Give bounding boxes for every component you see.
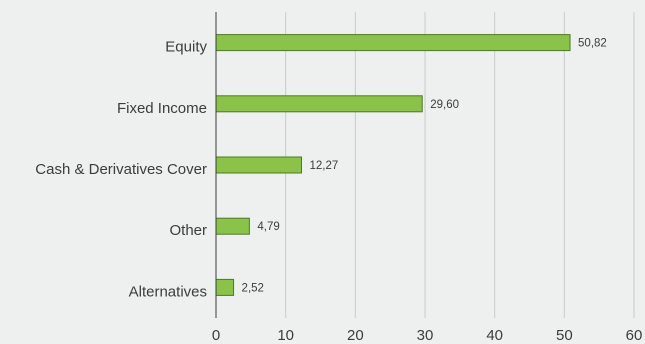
data-label: 4,79 [257,221,279,233]
bar-other [215,217,250,235]
bar-alternatives [215,278,235,296]
gridlines [285,12,635,318]
data-label: 12,27 [309,160,338,172]
category-label: Cash & Derivatives Cover [35,161,207,178]
x-tick-label-50: 50 [556,327,573,344]
bar-cash-derivatives-cover [215,156,302,174]
x-tick-label-30: 30 [417,327,434,344]
bar-fixed-income [215,95,423,113]
x-tick-label-40: 40 [486,327,503,344]
x-tick-label-20: 20 [347,327,364,344]
bar-equity [215,34,571,52]
category-label: Other [169,222,207,239]
category-label: Equity [165,39,207,56]
x-tick-labels: 0 10 20 30 40 50 60 [212,327,643,344]
x-tick-label-10: 10 [277,327,294,344]
data-label: 2,52 [242,282,264,294]
data-label: 50,82 [578,38,607,50]
category-labels: Equity Fixed Income Cash & Derivatives Cov… [35,39,207,301]
category-label: Alternatives [129,283,207,300]
x-tick-label-0: 0 [212,327,220,344]
category-label: Fixed Income [117,100,207,117]
x-tick-label-60: 60 [626,327,643,344]
data-labels: 50,82 29,60 12,27 4,79 2,52 [242,38,607,295]
data-label: 29,60 [430,99,459,111]
